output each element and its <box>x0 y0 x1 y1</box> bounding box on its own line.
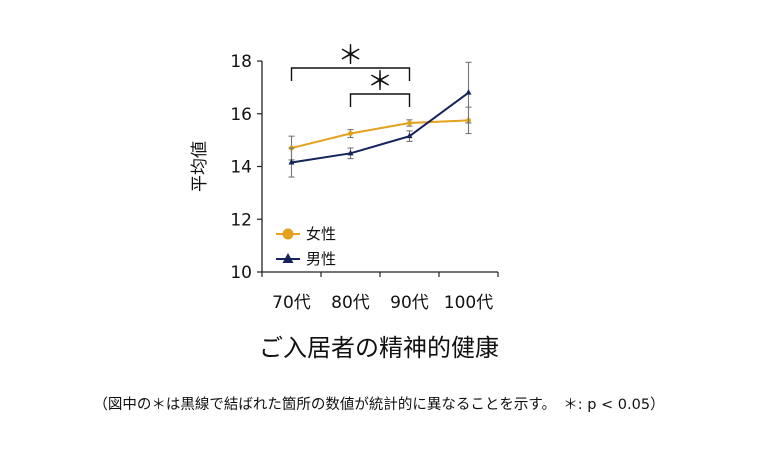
legend-label: 男性 <box>306 250 336 268</box>
data-point <box>348 131 353 137</box>
significance-bracket <box>349 93 411 107</box>
data-point <box>347 149 354 156</box>
y-axis-label: 平均値 <box>190 141 210 192</box>
significance-marker: ＊ <box>367 67 393 97</box>
footnote: （図中の＊は黒線で結ばれた箇所の数値が統計的に異なることを示す。 ＊: p < … <box>93 397 665 413</box>
x-tick-label: 100代 <box>444 293 493 313</box>
series-0 <box>288 106 472 161</box>
data-point <box>407 120 412 126</box>
chart-title: ご入居者の精神的健康 <box>259 334 499 362</box>
legend-marker <box>282 253 294 263</box>
series-line <box>291 119 469 150</box>
x-tick-label: 70代 <box>272 293 311 313</box>
significance-bracket <box>290 67 411 81</box>
y-tick-label: 10 <box>230 263 252 283</box>
y-tick-label: 14 <box>230 158 252 178</box>
data-point <box>465 89 472 95</box>
y-tick-label: 18 <box>230 52 252 72</box>
significance-marker: ＊ <box>337 41 363 71</box>
y-tick-label: 12 <box>230 210 252 230</box>
data-point <box>406 132 413 139</box>
legend-label: 女性 <box>306 225 336 243</box>
legend-marker <box>282 228 294 240</box>
series-line <box>291 91 470 164</box>
series-1 <box>288 61 472 178</box>
x-tick-label: 80代 <box>331 293 370 313</box>
x-tick-label: 90代 <box>390 293 429 313</box>
data-point <box>288 159 295 165</box>
y-tick-label: 16 <box>230 105 252 125</box>
